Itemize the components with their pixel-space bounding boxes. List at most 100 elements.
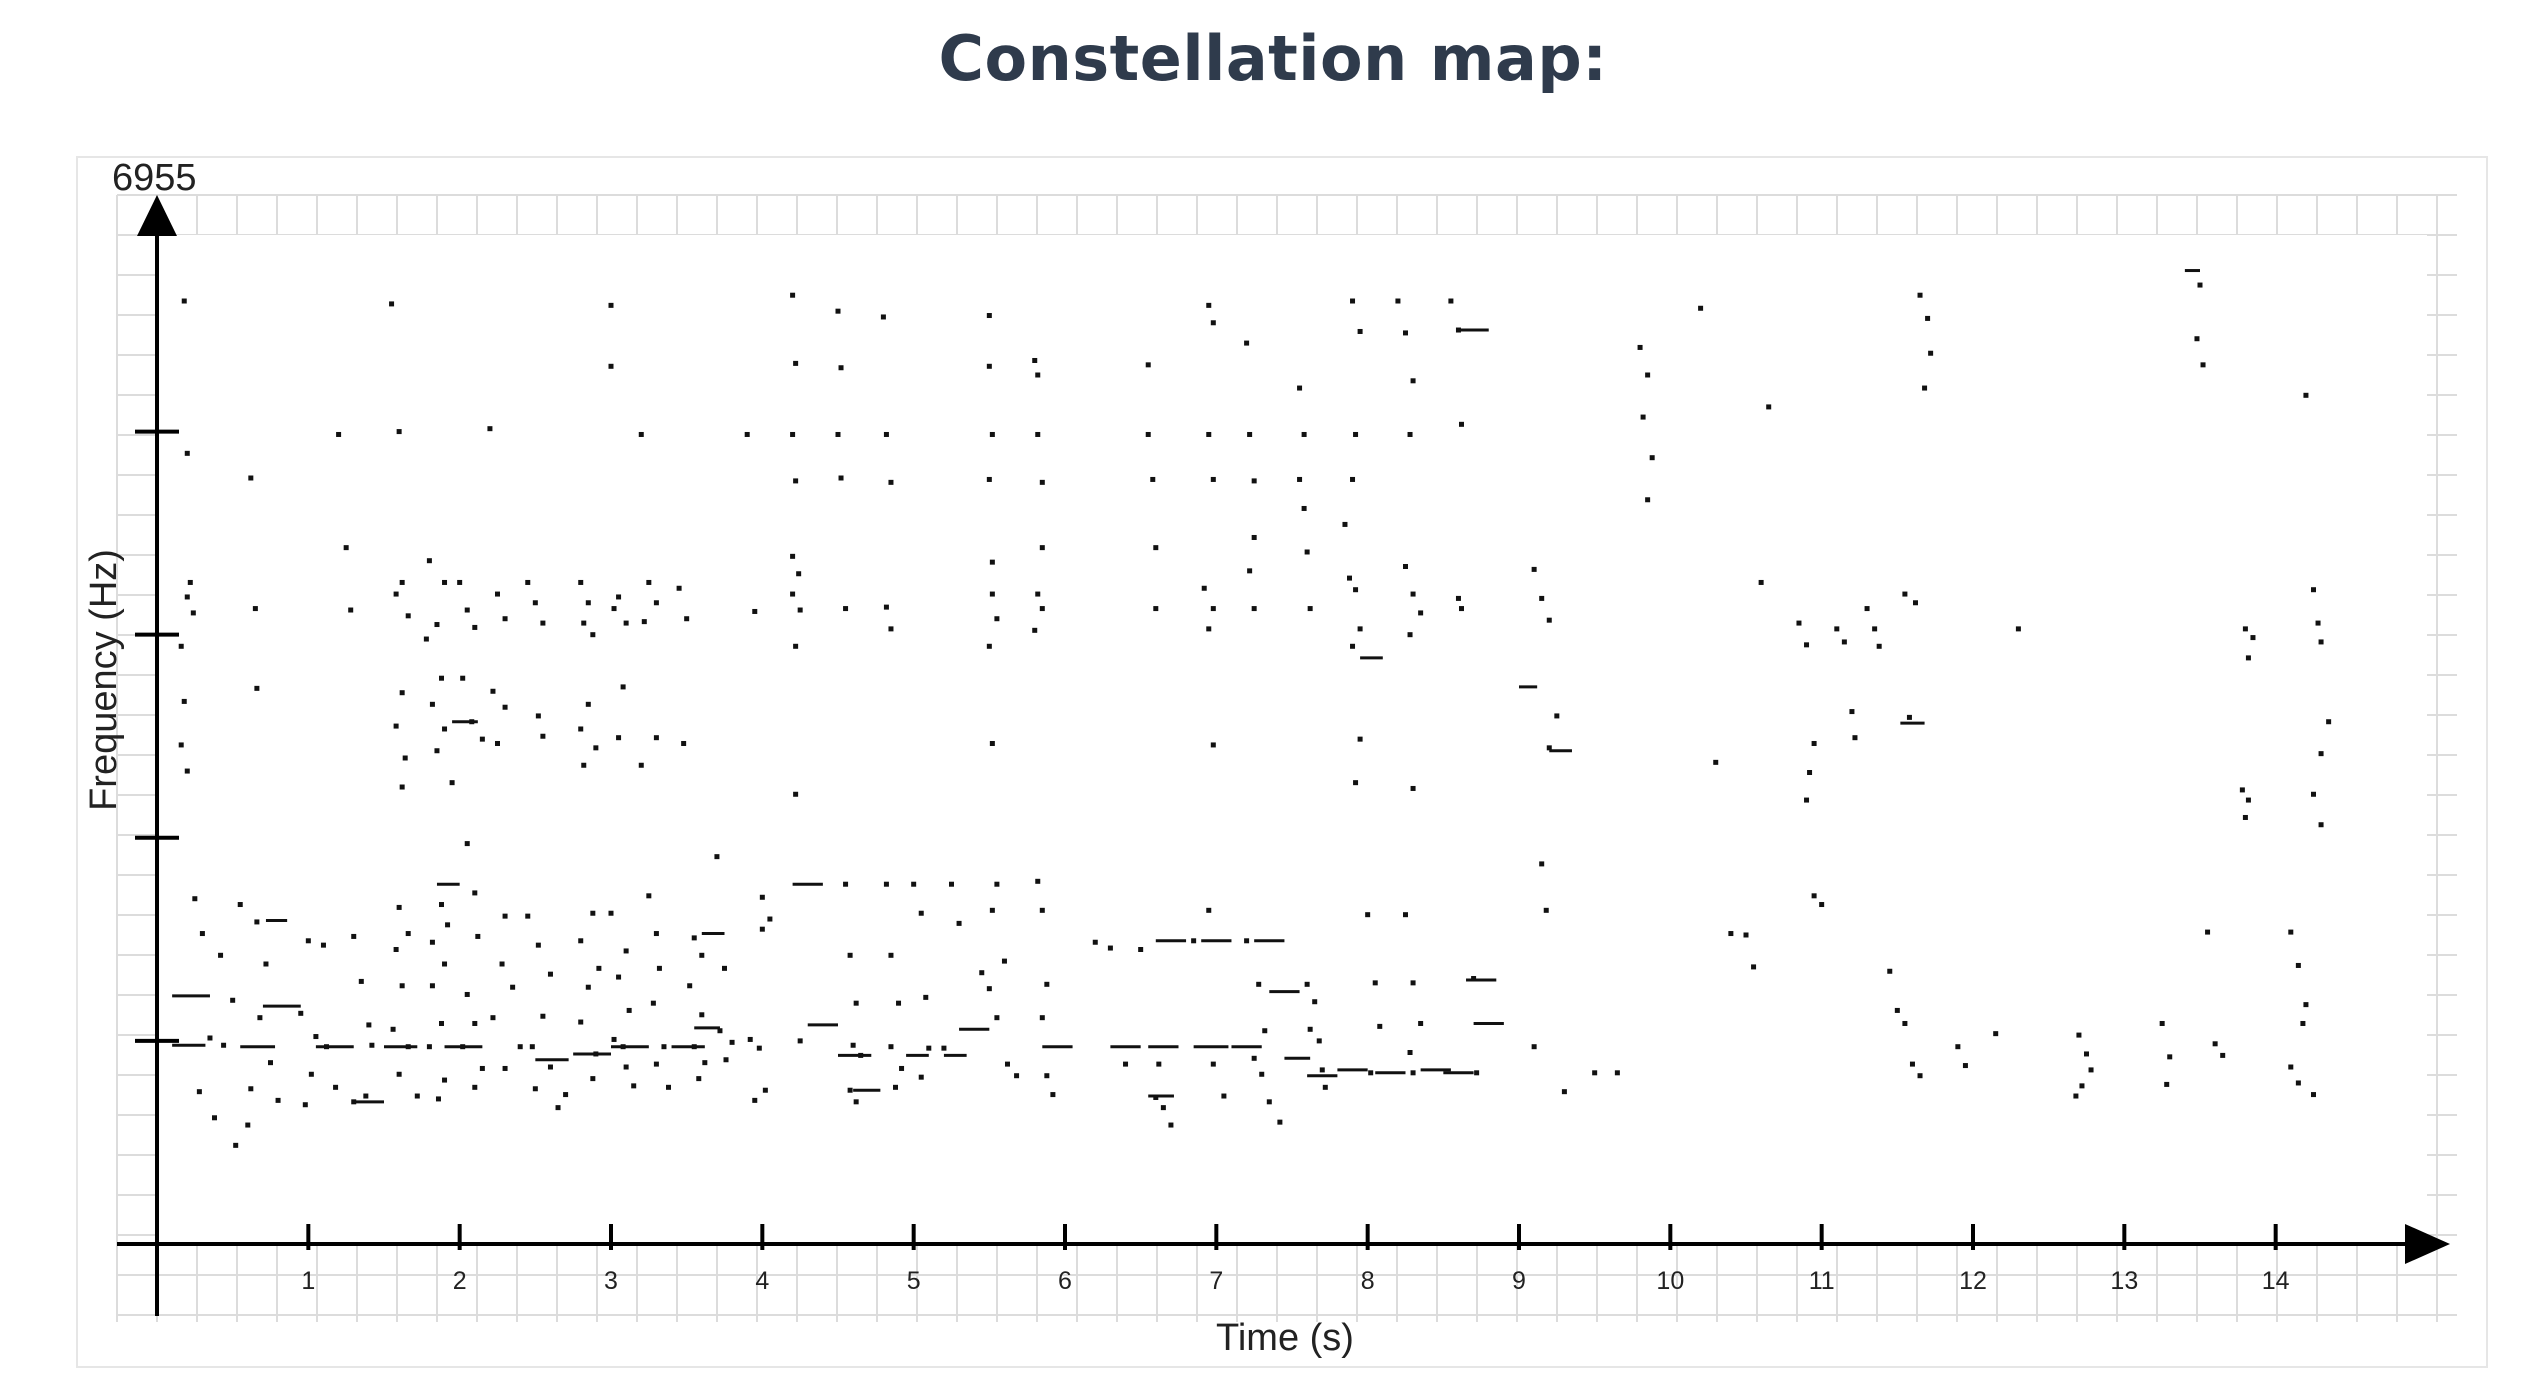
constellation-point	[1297, 385, 1303, 391]
constellation-point	[691, 1044, 697, 1050]
constellation-point	[646, 893, 652, 899]
constellation-point	[1262, 1028, 1268, 1034]
constellation-point	[1347, 575, 1353, 581]
constellation-point	[843, 606, 849, 612]
constellation-point	[581, 620, 587, 626]
constellation-point	[399, 579, 405, 585]
constellation-point	[414, 1093, 420, 1099]
constellation-point	[747, 1036, 753, 1042]
y-axis-arrow	[137, 195, 177, 236]
constellation-point	[1395, 298, 1401, 304]
constellation-point	[838, 475, 844, 481]
constellation-point	[1153, 606, 1159, 612]
constellation-point	[699, 952, 705, 958]
constellation-point	[638, 431, 644, 437]
constellation-point	[405, 1044, 411, 1050]
constellation-point	[1471, 976, 1477, 982]
constellation-point	[426, 1044, 432, 1050]
chart-axes	[117, 195, 2450, 1316]
constellation-point	[1247, 431, 1253, 437]
constellation-point	[2076, 1032, 2082, 1038]
constellation-point	[535, 713, 541, 719]
constellation-point	[2245, 655, 2251, 661]
constellation-point	[1403, 912, 1408, 918]
constellation-point	[1350, 643, 1356, 649]
constellation-point	[245, 1122, 251, 1128]
constellation-point	[2288, 929, 2294, 935]
constellation-point	[429, 701, 435, 707]
constellation-point	[1160, 1105, 1166, 1111]
constellation-point	[1368, 1070, 1374, 1076]
constellation-point	[1297, 476, 1303, 482]
constellation-point	[2245, 797, 2251, 803]
constellation-point	[1319, 1067, 1325, 1073]
constellation-point	[578, 938, 584, 944]
constellation-point	[626, 1007, 632, 1013]
constellation-point	[563, 1092, 569, 1098]
constellation-point	[472, 1020, 478, 1026]
constellation-point	[390, 1026, 396, 1032]
constellation-point	[623, 1064, 629, 1070]
constellation-point	[1244, 938, 1250, 944]
constellation-point	[2311, 791, 2316, 797]
constellation-point	[2239, 787, 2245, 793]
constellation-point	[1372, 980, 1378, 986]
constellation-point	[1698, 305, 1704, 311]
constellation-point	[1353, 587, 1359, 593]
constellation-point	[439, 902, 445, 908]
constellation-point	[1307, 606, 1313, 612]
constellation-point	[880, 314, 886, 320]
constellation-point	[525, 913, 531, 919]
constellation-point	[187, 579, 193, 585]
constellation-point	[752, 608, 758, 614]
constellation-point	[1353, 431, 1359, 437]
constellation-point	[1925, 315, 1931, 321]
constellation-point	[178, 643, 184, 649]
constellation-point	[1259, 1071, 1265, 1077]
constellation-point	[623, 948, 629, 954]
constellation-point	[396, 1071, 402, 1077]
constellation-point	[989, 591, 995, 597]
constellation-point	[986, 643, 992, 649]
constellation-point	[1206, 626, 1212, 632]
constellation-point	[1640, 414, 1646, 420]
constellation-point	[759, 926, 765, 932]
constellation-point	[532, 600, 538, 606]
constellation-point	[510, 984, 516, 990]
x-tick-label: 3	[604, 1267, 618, 1295]
constellation-point	[729, 1039, 735, 1045]
constellation-point	[199, 931, 205, 937]
constellation-point	[2318, 822, 2324, 828]
constellation-point	[532, 1086, 538, 1092]
constellation-point	[641, 619, 647, 625]
constellation-point	[1123, 1061, 1129, 1067]
constellation-point	[653, 600, 659, 606]
constellation-point	[1539, 595, 1545, 601]
constellation-point	[1210, 320, 1216, 326]
constellation-point	[1917, 1073, 1923, 1079]
constellation-point	[684, 616, 690, 622]
constellation-point	[581, 762, 587, 768]
constellation-point	[457, 579, 463, 585]
constellation-point	[1804, 642, 1810, 648]
constellation-point	[1153, 1094, 1159, 1100]
constellation-point	[178, 742, 184, 748]
constellation-point	[756, 1045, 762, 1051]
constellation-point	[495, 740, 500, 746]
constellation-point	[207, 1035, 213, 1041]
constellation-point	[1039, 479, 1045, 485]
constellation-point	[464, 991, 470, 997]
chart-panel-border	[76, 156, 2488, 1368]
constellation-point	[989, 740, 995, 746]
constellation-point	[487, 426, 493, 432]
constellation-point	[1474, 1070, 1480, 1076]
constellation-point	[994, 616, 1000, 622]
constellation-point	[1561, 1089, 1567, 1095]
constellation-point	[196, 1089, 202, 1095]
constellation-point	[1168, 1122, 1174, 1128]
constellation-point	[192, 896, 198, 902]
constellation-point	[212, 1115, 218, 1121]
constellation-point	[744, 431, 750, 437]
constellation-point	[1917, 292, 1923, 298]
constellation-point	[555, 1105, 561, 1111]
